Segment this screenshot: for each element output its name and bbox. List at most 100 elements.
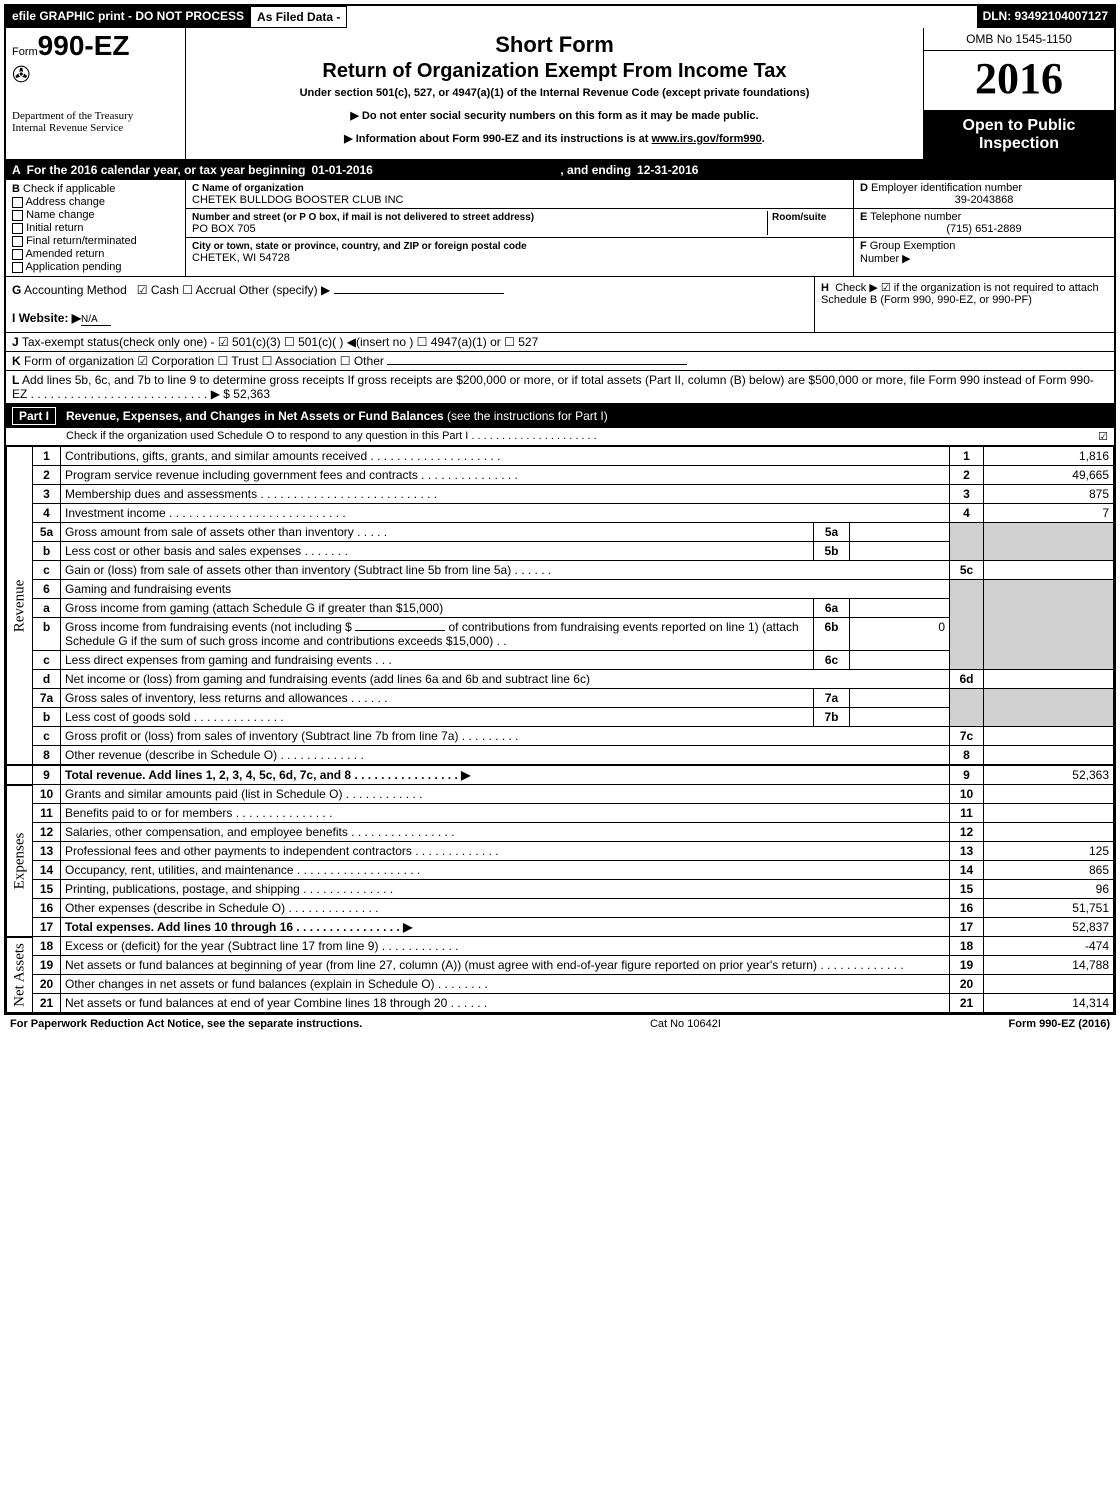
irs-link[interactable]: www.irs.gov/form990 xyxy=(652,133,762,145)
ln7c-a: 7c xyxy=(950,727,984,746)
ln7a-text: Gross sales of inventory, less returns a… xyxy=(61,689,814,708)
open-line1: Open to Public xyxy=(926,117,1112,135)
box-b: B Check if applicable Address change Nam… xyxy=(6,180,186,276)
ln5c-v xyxy=(984,561,1114,580)
chk-final-return[interactable] xyxy=(12,236,23,247)
ln17-num: 17 xyxy=(33,918,61,937)
ln7b-sv xyxy=(850,708,950,727)
ln16-v: 51,751 xyxy=(984,899,1114,918)
chk-name-change[interactable] xyxy=(12,210,23,221)
ln9-num: 9 xyxy=(33,765,61,785)
org-other-line[interactable] xyxy=(387,364,687,365)
ln8-a: 8 xyxy=(950,746,984,766)
ln20-text: Other changes in net assets or fund bala… xyxy=(61,975,950,994)
ln5c-num: c xyxy=(33,561,61,580)
city-head: City or town, state or province, country… xyxy=(192,241,527,252)
financial-table: Revenue 1 Contributions, gifts, grants, … xyxy=(6,446,1114,1013)
ln15-text: Printing, publications, postage, and shi… xyxy=(61,880,950,899)
ln19-text: Net assets or fund balances at beginning… xyxy=(61,956,950,975)
ein-value: 39-2043868 xyxy=(860,194,1108,206)
ln7c-text: Gross profit or (loss) from sales of inv… xyxy=(61,727,950,746)
ln17-a: 17 xyxy=(950,918,984,937)
ln3-num: 3 xyxy=(33,485,61,504)
treasury-seal-icon: ✇ xyxy=(12,62,179,88)
ln7c-v xyxy=(984,727,1114,746)
room-head: Room/suite xyxy=(772,212,826,223)
ln6-text: Gaming and fundraising events xyxy=(61,580,950,599)
topbar-spacer xyxy=(347,6,976,28)
ln5c-text: Gain or (loss) from sale of assets other… xyxy=(61,561,950,580)
ln2-v: 49,665 xyxy=(984,466,1114,485)
ln2-text: Program service revenue including govern… xyxy=(61,466,950,485)
org-name-cell: C Name of organization CHETEK BULLDOG BO… xyxy=(186,180,853,209)
ln5a-num: 5a xyxy=(33,523,61,542)
ln18-v: -474 xyxy=(984,937,1114,956)
ln2-a: 2 xyxy=(950,466,984,485)
phone-value: (715) 651-2889 xyxy=(860,223,1108,235)
ln14-v: 865 xyxy=(984,861,1114,880)
section-bcdef: B Check if applicable Address change Nam… xyxy=(6,180,1114,277)
ln15-v: 96 xyxy=(984,880,1114,899)
chk-amended-return[interactable] xyxy=(12,249,23,260)
opt-initial-return: Initial return xyxy=(26,222,83,234)
open-to-public: Open to Public Inspection xyxy=(924,111,1114,159)
bullet-info-post: . xyxy=(762,133,765,145)
box-b-head: Check if applicable xyxy=(23,183,115,195)
ln5ab-shade-a xyxy=(950,523,984,561)
ln6c-sv xyxy=(850,651,950,670)
chk-address-change[interactable] xyxy=(12,197,23,208)
ln7-shade-a xyxy=(950,689,984,727)
ln21-v: 14,314 xyxy=(984,994,1114,1013)
ln10-text: Grants and similar amounts paid (list in… xyxy=(61,785,950,804)
chk-initial-return[interactable] xyxy=(12,223,23,234)
part1-title: Revenue, Expenses, and Changes in Net As… xyxy=(66,409,608,423)
ln6b-num: b xyxy=(33,618,61,651)
tax-exempt-text: Tax-exempt status(check only one) - ☑ 50… xyxy=(22,335,538,349)
line-l-amount: 52,363 xyxy=(233,387,270,401)
rowa-text1: For the 2016 calendar year, or tax year … xyxy=(27,163,306,177)
box-g-i: G Accounting Method ☑ Cash ☐ Accrual Oth… xyxy=(6,277,814,332)
addr-head: Number and street (or P O box, if mail i… xyxy=(192,212,534,223)
addr-value: PO BOX 705 xyxy=(192,223,256,235)
ln13-v: 125 xyxy=(984,842,1114,861)
row-j: J Tax-exempt status(check only one) - ☑ … xyxy=(6,333,1114,352)
ln14-num: 14 xyxy=(33,861,61,880)
acct-other-line[interactable] xyxy=(334,293,504,294)
addr-cell: Number and street (or P O box, if mail i… xyxy=(186,209,853,238)
label-h: H xyxy=(821,282,829,294)
bullet-info: ▶ Information about Form 990-EZ and its … xyxy=(192,132,917,145)
ln11-num: 11 xyxy=(33,804,61,823)
open-line2: Inspection xyxy=(926,135,1112,153)
ln21-num: 21 xyxy=(33,994,61,1013)
ln16-num: 16 xyxy=(33,899,61,918)
org-name-head: Name of organization xyxy=(202,183,304,194)
acct-method-head: Accounting Method xyxy=(24,283,127,297)
city-value: CHETEK, WI 54728 xyxy=(192,252,290,264)
ln7a-sv xyxy=(850,689,950,708)
form-of-org-text: Form of organization ☑ Corporation ☐ Tru… xyxy=(24,354,384,368)
form-prefix: Form xyxy=(12,46,38,58)
ln18-num: 18 xyxy=(33,937,61,956)
ln2-num: 2 xyxy=(33,466,61,485)
ln6-num: 6 xyxy=(33,580,61,599)
ln5a-sv xyxy=(850,523,950,542)
chk-application-pending[interactable] xyxy=(12,262,23,273)
part1-checkbox[interactable]: ☑ xyxy=(1098,430,1108,443)
ln8-v xyxy=(984,746,1114,766)
box-f: F Group Exemption Number ▶ xyxy=(854,238,1114,267)
form-header: Form990-EZ ✇ Department of the Treasury … xyxy=(6,28,1114,161)
ln12-a: 12 xyxy=(950,823,984,842)
row-a: A For the 2016 calendar year, or tax yea… xyxy=(6,161,1114,180)
ln5a-s: 5a xyxy=(814,523,850,542)
ln6b-text: Gross income from fundraising events (no… xyxy=(61,618,814,651)
ln6b-blank[interactable] xyxy=(355,630,445,631)
rowa-begin: 01-01-2016 xyxy=(311,163,372,177)
ln11-a: 11 xyxy=(950,804,984,823)
ln13-num: 13 xyxy=(33,842,61,861)
ln21-text: Net assets or fund balances at end of ye… xyxy=(61,994,950,1013)
ln7c-num: c xyxy=(33,727,61,746)
website-value: N/A xyxy=(81,314,111,326)
ln5b-sv xyxy=(850,542,950,561)
ln19-num: 19 xyxy=(33,956,61,975)
box-def: D Employer identification number 39-2043… xyxy=(854,180,1114,276)
